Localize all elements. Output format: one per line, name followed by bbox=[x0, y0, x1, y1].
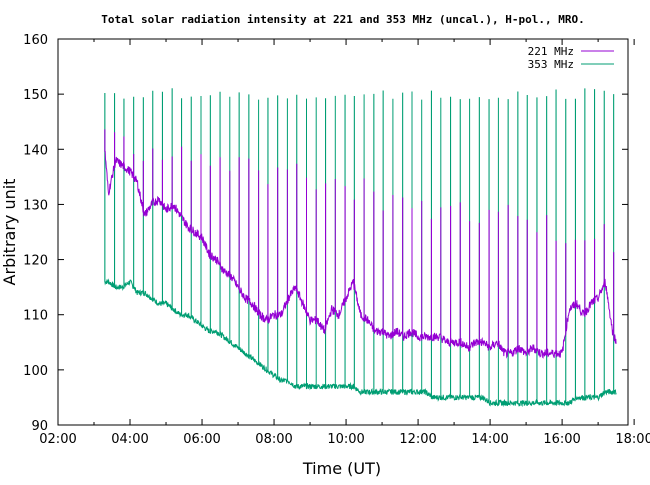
y-tick-label: 120 bbox=[23, 254, 48, 269]
x-tick-label: 08:00 bbox=[255, 432, 292, 447]
y-tick-label: 150 bbox=[23, 88, 48, 103]
legend: 221 MHz 353 MHz bbox=[528, 45, 614, 71]
legend-label-353: 353 MHz bbox=[528, 58, 574, 71]
y-tick-label: 100 bbox=[23, 364, 48, 379]
x-tick-label: 06:00 bbox=[183, 432, 220, 447]
x-tick-label: 18:00 bbox=[615, 432, 650, 447]
x-tick-label: 14:00 bbox=[471, 432, 508, 447]
x-axis-label: Time (UT) bbox=[302, 459, 381, 478]
y-axis-label: Arbitrary unit bbox=[0, 179, 19, 286]
x-tick-label: 04:00 bbox=[111, 432, 148, 447]
series-line-353-mhz bbox=[104, 88, 617, 408]
series-line-221-mhz bbox=[104, 129, 617, 359]
y-axis: 90 100 110 120 130 140 150 160 bbox=[23, 33, 628, 434]
plot-frame bbox=[57, 38, 629, 426]
x-axis: 02:00 04:00 06:00 08:00 10:00 12:00 14:00 16:00… bbox=[39, 39, 650, 447]
x-tick-label: 10:00 bbox=[327, 432, 364, 447]
y-tick-label: 90 bbox=[31, 419, 48, 434]
legend-label-221: 221 MHz bbox=[528, 45, 574, 58]
y-tick-label: 130 bbox=[23, 198, 48, 213]
y-tick-label: 140 bbox=[23, 143, 48, 158]
plot-area bbox=[104, 88, 617, 408]
x-tick-label: 02:00 bbox=[39, 432, 76, 447]
y-tick-label: 160 bbox=[23, 33, 48, 48]
x-tick-label: 12:00 bbox=[399, 432, 436, 447]
x-tick-label: 16:00 bbox=[543, 432, 580, 447]
chart-title: Total solar radiation intensity at 221 a… bbox=[101, 13, 584, 26]
y-tick-label: 110 bbox=[23, 309, 48, 324]
